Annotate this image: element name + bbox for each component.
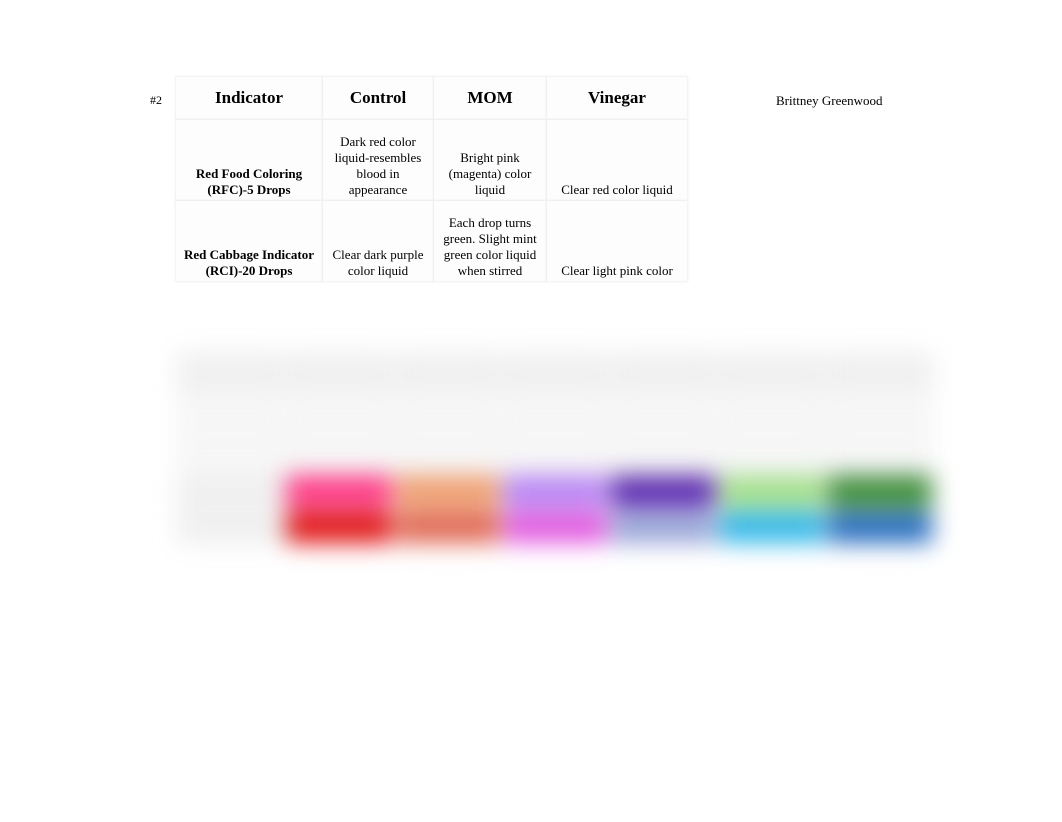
col-header-control: Control xyxy=(323,77,433,119)
swatch xyxy=(610,474,716,508)
swatch xyxy=(502,474,608,508)
swatch xyxy=(394,510,500,544)
col-header-indicator: Indicator xyxy=(176,77,322,119)
swatch xyxy=(610,510,716,544)
table-header-row: Indicator Control MOM Vinegar xyxy=(176,77,687,119)
swatch xyxy=(502,510,608,544)
cell-indicator: Red Cabbage Indicator (RCI)-20 Drops xyxy=(176,201,322,281)
blurred-table xyxy=(175,350,935,546)
cell-control: Dark red color liquid-resembles blood in… xyxy=(323,120,433,200)
swatch xyxy=(827,510,933,544)
swatch xyxy=(718,474,824,508)
swatch-row-2 xyxy=(177,510,933,544)
cell-indicator: Red Food Coloring (RFC)-5 Drops xyxy=(176,120,322,200)
blurred-table-region xyxy=(145,350,945,550)
observations-table: Indicator Control MOM Vinegar Red Food C… xyxy=(175,76,688,282)
author-name: Brittney Greenwood xyxy=(776,93,883,109)
swatch-row-1 xyxy=(177,474,933,508)
cell-vinegar: Clear light pink color xyxy=(547,201,687,281)
page-number-label: #2 xyxy=(150,93,162,108)
swatch xyxy=(394,474,500,508)
col-header-vinegar: Vinegar xyxy=(547,77,687,119)
col-header-mom: MOM xyxy=(434,77,546,119)
table-row: Red Food Coloring (RFC)-5 Drops Dark red… xyxy=(176,120,687,200)
swatch xyxy=(285,474,391,508)
table-row: Red Cabbage Indicator (RCI)-20 Drops Cle… xyxy=(176,201,687,281)
cell-mom: Bright pink (magenta) color liquid xyxy=(434,120,546,200)
swatch xyxy=(177,474,283,508)
cell-mom: Each drop turns green. Slight mint green… xyxy=(434,201,546,281)
swatch xyxy=(285,510,391,544)
cell-control: Clear dark purple color liquid xyxy=(323,201,433,281)
swatch xyxy=(177,510,283,544)
swatch xyxy=(827,474,933,508)
swatch xyxy=(718,510,824,544)
cell-vinegar: Clear red color liquid xyxy=(547,120,687,200)
